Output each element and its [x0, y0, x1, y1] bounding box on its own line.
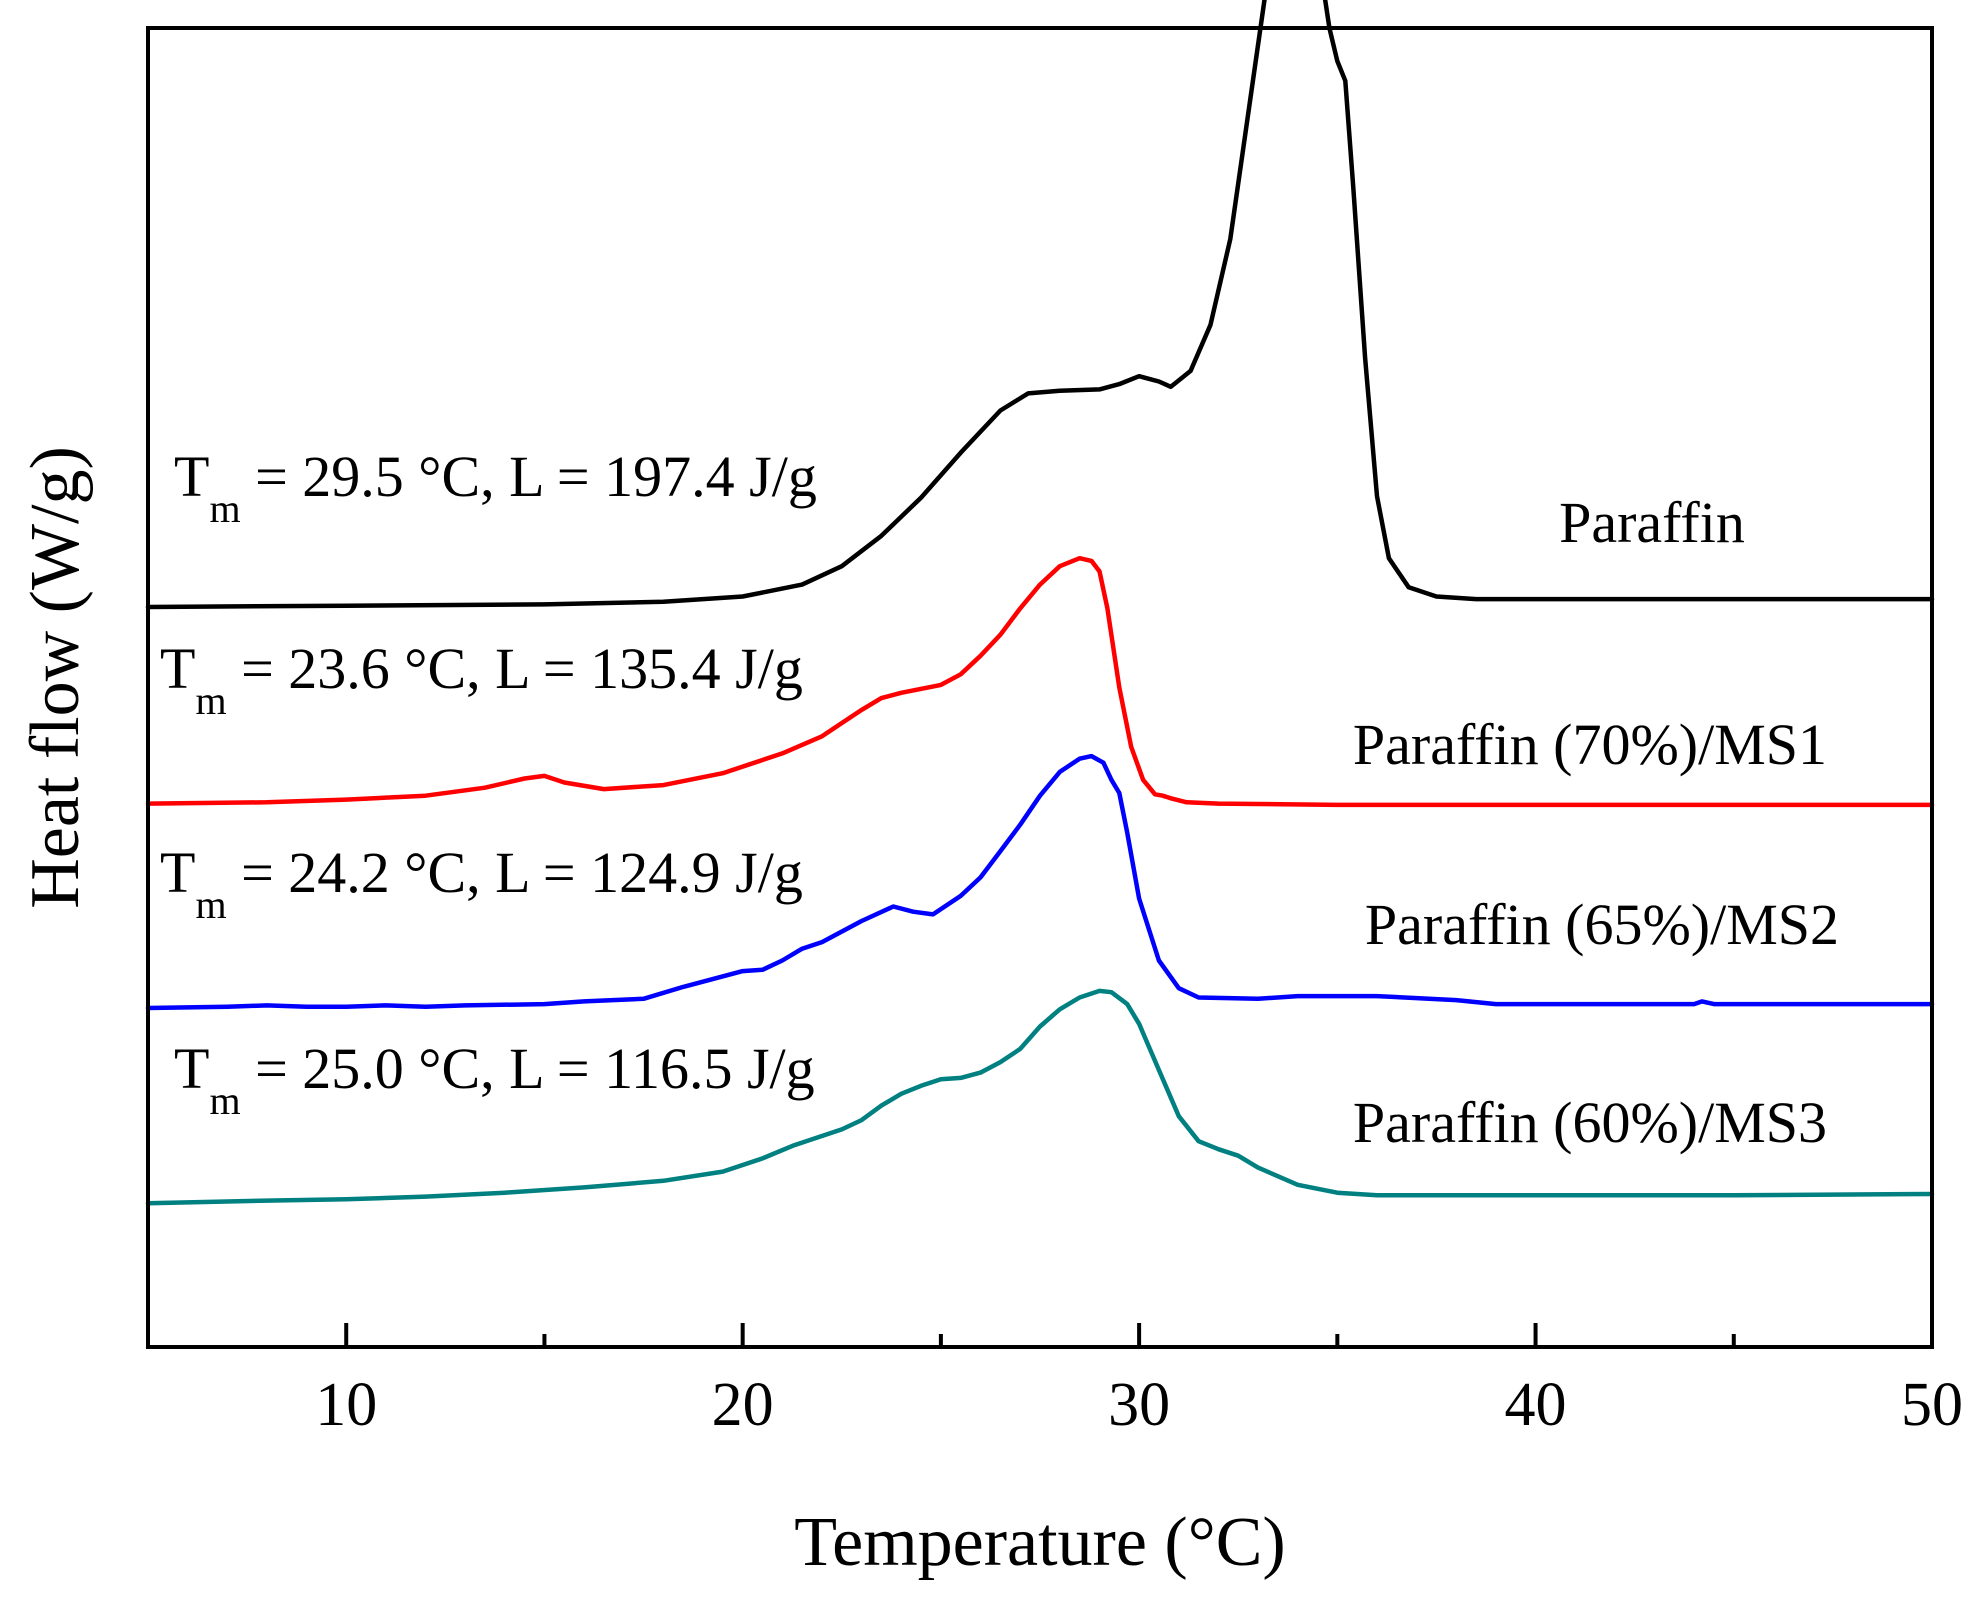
annotation-values: = 24.2 °C, L = 124.9 J/g	[227, 840, 803, 905]
annotation-paraffin: Tm = 29.5 °C, L = 197.4 J/g	[174, 444, 817, 531]
x-tick-label-50: 50	[1901, 1371, 1963, 1439]
series-label-paraffin-65-ms2: Paraffin (65%)/MS2	[1365, 892, 1839, 957]
annotation-values: = 23.6 °C, L = 135.4 J/g	[227, 636, 803, 701]
series-label-paraffin-70-ms1: Paraffin (70%)/MS1	[1353, 712, 1827, 777]
series-label-paraffin: Paraffin	[1559, 490, 1745, 555]
annotation-paraffin-70-ms1: Tm = 23.6 °C, L = 135.4 J/g	[160, 636, 803, 723]
annotation-paraffin-60-ms3: Tm = 25.0 °C, L = 116.5 J/g	[174, 1036, 815, 1123]
y-axis-title: Heat flow (W/g)	[17, 446, 94, 909]
x-tick-label-20: 20	[712, 1371, 774, 1439]
annotation-symbol: T	[160, 636, 195, 701]
annotation-subscript: m	[209, 1078, 240, 1123]
label-layer: Paraffin Tm = 29.5 °C, L = 197.4 J/g Paraf…	[160, 444, 1839, 1155]
x-tick-label-30: 30	[1108, 1371, 1170, 1439]
annotation-values: = 25.0 °C, L = 116.5 J/g	[241, 1036, 815, 1101]
series-label-paraffin-60-ms3: Paraffin (60%)/MS3	[1353, 1090, 1827, 1155]
annotation-subscript: m	[195, 882, 226, 927]
x-axis-title: Temperature (°C)	[794, 1504, 1285, 1581]
annotation-values: = 29.5 °C, L = 197.4 J/g	[241, 444, 817, 509]
series-line-paraffin-60-ms3	[145, 988, 1935, 1206]
series-line-paraffin-65-ms2	[145, 753, 1935, 1011]
annotation-symbol: T	[160, 840, 195, 905]
series-layer	[145, 0, 1935, 1206]
annotation-symbol: T	[174, 1036, 209, 1101]
plot-frame	[146, 26, 1934, 1349]
tick-layer: 10 20 30 40 50	[315, 1323, 1963, 1439]
annotation-subscript: m	[195, 678, 226, 723]
annotation-subscript: m	[209, 486, 240, 531]
x-tick-label-10: 10	[315, 1371, 377, 1439]
series-line-paraffin	[145, 0, 1935, 610]
annotation-symbol: T	[174, 444, 209, 509]
x-tick-label-40: 40	[1505, 1371, 1567, 1439]
annotation-paraffin-65-ms2: Tm = 24.2 °C, L = 124.9 J/g	[160, 840, 803, 927]
series-line-paraffin-70-ms1	[145, 555, 1935, 808]
